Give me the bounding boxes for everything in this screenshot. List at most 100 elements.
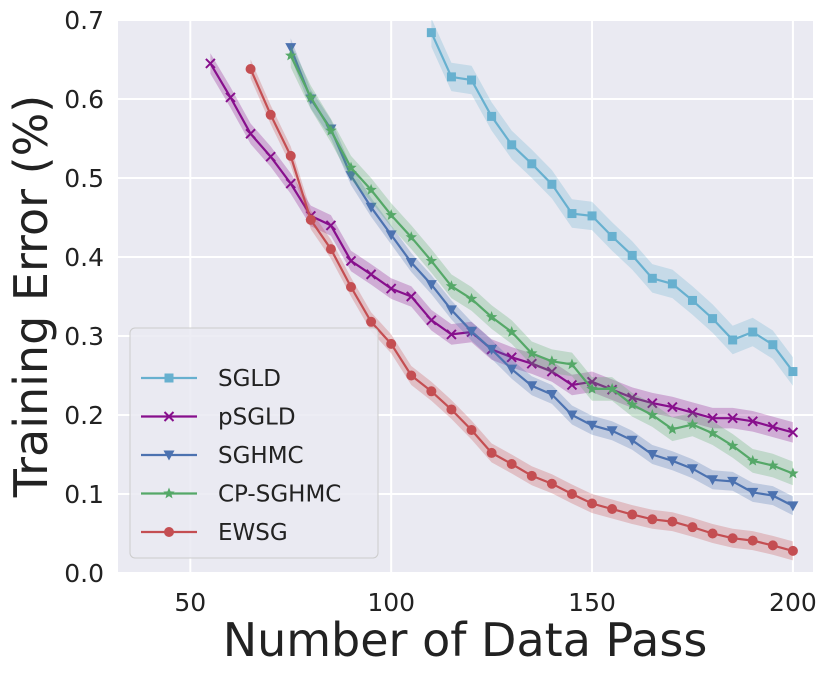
y-tick-label: 0.5 (64, 164, 104, 193)
data-point-ewsg (687, 522, 698, 533)
data-point-cp-sghmc (767, 459, 779, 471)
legend-marker (163, 487, 175, 499)
data-point-sghmc (626, 435, 638, 446)
data-point-cp-sghmc (686, 418, 699, 430)
x-tick-label: 150 (568, 588, 616, 617)
data-point-ewsg (426, 386, 437, 397)
data-point-ewsg (466, 425, 477, 436)
data-point-psgld (647, 397, 658, 409)
data-point-cp-sghmc (505, 326, 518, 337)
y-tick-label: 0.7 (64, 6, 104, 35)
data-point-psgld (546, 366, 558, 377)
data-point-sghmc (767, 491, 779, 502)
data-point-sghmc (586, 420, 598, 431)
data-point-ewsg (285, 150, 296, 161)
series-sghmc (285, 38, 799, 516)
data-point-sgld (687, 295, 697, 305)
x-tick-label: 100 (367, 588, 415, 617)
legend-item-cp-sghmc: CP-SGHMC (141, 482, 341, 508)
data-point-sgld (728, 335, 738, 345)
data-point-ewsg (446, 404, 457, 415)
data-point-cp-sghmc (465, 292, 478, 304)
data-point-psgld (446, 329, 457, 340)
series-sgld (426, 20, 798, 386)
legend-label: CP-SGHMC (218, 482, 341, 508)
data-point-cp-sghmc (405, 231, 417, 243)
data-point-ewsg (346, 282, 357, 293)
data-point-cp-sghmc (546, 355, 558, 367)
data-point-ewsg (707, 528, 718, 539)
data-point-sgld (446, 72, 456, 82)
data-point-ewsg (265, 109, 276, 120)
data-point-psgld (265, 151, 276, 162)
data-point-sgld (507, 140, 517, 150)
data-point-psgld (707, 412, 718, 424)
y-tick-label: 0.4 (64, 243, 104, 272)
data-point-sghmc (646, 450, 658, 460)
x-axis-title: Number of Data Pass (223, 613, 708, 667)
data-point-ewsg (486, 447, 497, 458)
data-point-sghmc (546, 389, 558, 400)
legend-item-sghmc: SGHMC (141, 443, 304, 469)
data-point-ewsg (667, 516, 678, 527)
data-point-sghmc (425, 280, 437, 291)
data-point-cp-sghmc (626, 398, 638, 410)
data-point-cp-sghmc (566, 358, 578, 370)
data-point-psgld (787, 427, 799, 438)
data-point-ewsg (386, 338, 397, 349)
series-line-ewsg (249, 68, 794, 552)
data-point-cp-sghmc (365, 183, 377, 195)
legend-marker (163, 411, 175, 422)
legend-marker (164, 373, 174, 383)
data-point-sgld (788, 367, 798, 377)
series-band-ewsg (250, 59, 793, 561)
legend-marker (164, 527, 174, 537)
data-point-ewsg (566, 489, 577, 499)
data-point-sgld (667, 279, 677, 289)
data-point-ewsg (325, 244, 336, 255)
data-point-psgld (426, 314, 437, 326)
data-point-ewsg (526, 470, 537, 481)
data-point-psgld (747, 416, 758, 427)
data-point-cp-sghmc (485, 311, 498, 322)
data-point-psgld (727, 412, 738, 424)
data-point-ewsg (305, 214, 316, 225)
data-point-sghmc (686, 464, 698, 475)
data-point-cp-sghmc (646, 409, 659, 420)
data-point-sghmc (526, 381, 538, 392)
data-point-psgld (767, 421, 779, 433)
legend-item-psgld: pSGLD (141, 405, 296, 431)
y-tick-label: 0.2 (64, 401, 104, 430)
data-point-ewsg (366, 316, 377, 327)
series-cp-sghmc (285, 43, 799, 486)
data-point-ewsg (245, 63, 256, 74)
data-point-psgld (365, 269, 377, 280)
data-point-cp-sghmc (726, 439, 739, 451)
data-point-sgld (708, 314, 718, 324)
data-point-cp-sghmc (586, 382, 598, 394)
data-point-psgld (627, 392, 638, 403)
data-point-psgld (687, 407, 698, 418)
x-tick-label: 200 (769, 588, 817, 617)
data-point-sghmc (486, 344, 498, 355)
data-point-sghmc (365, 202, 377, 213)
data-point-cp-sghmc (345, 161, 357, 173)
data-point-sgld (487, 111, 497, 121)
data-point-cp-sghmc (385, 209, 397, 220)
data-point-sgld (768, 340, 778, 350)
tick-labels: 50 100 150 200 0.0 0.1 0.2 0.3 0.4 0.5 0.6 0.7 (64, 6, 817, 617)
data-point-cp-sghmc (425, 254, 438, 266)
data-point-sghmc (566, 410, 578, 421)
data-point-sghmc (606, 426, 618, 437)
plot-area (205, 20, 799, 561)
data-point-sgld (627, 250, 637, 260)
data-point-ewsg (727, 533, 738, 544)
data-point-cp-sghmc (606, 382, 618, 394)
series-ewsg (245, 59, 798, 561)
data-point-ewsg (607, 504, 618, 515)
data-point-sghmc (747, 487, 759, 498)
x-tick-label: 50 (174, 588, 206, 617)
data-point-ewsg (406, 370, 417, 381)
data-point-sgld (567, 209, 577, 219)
data-point-sghmc (707, 475, 719, 486)
